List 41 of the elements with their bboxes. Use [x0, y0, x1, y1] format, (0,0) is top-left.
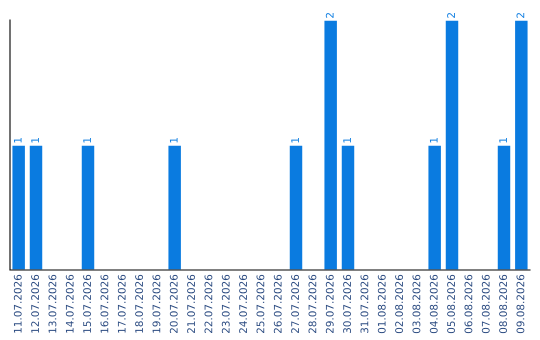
x-tick-label: 05.08.2026 [447, 274, 456, 334]
x-tick-label: 22.07.2026 [204, 274, 212, 334]
x-tick-label: 14.07.2026 [66, 274, 74, 333]
x-tick-label: 02.08.2026 [395, 274, 404, 334]
x-tick-label: 27.07.2026 [291, 274, 300, 334]
x-tick-label: 18.07.2026 [135, 274, 144, 333]
data-label: 1 [291, 138, 299, 142]
data-label: 2 [516, 13, 524, 18]
x-tick-label: 04.08.2026 [430, 274, 438, 334]
x-tick-label: 25.07.2026 [256, 274, 264, 334]
x-tick-label: 17.07.2026 [118, 274, 126, 333]
x-tick-label: 12.07.2026 [31, 274, 40, 333]
x-tick-label: 31.07.2026 [360, 274, 368, 334]
data-label: 2 [447, 13, 455, 18]
x-tick-label: 28.07.2026 [308, 274, 316, 334]
data-label: 1 [31, 138, 39, 142]
x-tick-label: 20.07.2026 [170, 274, 178, 334]
data-label: 2 [326, 13, 334, 18]
data-label: 1 [83, 138, 91, 142]
x-tick-label: 30.07.2026 [343, 274, 352, 334]
x-tick-label: 11.07.2026 [14, 274, 22, 333]
x-tick-label: 07.08.2026 [482, 274, 490, 334]
x-tick-label: 15.07.2026 [83, 274, 92, 333]
x-tick-label: 19.07.2026 [152, 274, 160, 333]
x-tick-label: 03.08.2026 [412, 274, 420, 334]
x-tick-label: 24.07.2026 [239, 274, 248, 334]
x-tick-label: 13.07.2026 [48, 274, 56, 333]
data-label: 1 [430, 138, 438, 142]
data-label: 1 [14, 138, 22, 142]
x-tick-label: 29.07.2026 [326, 274, 334, 334]
x-tick-label: 23.07.2026 [222, 274, 230, 334]
x-tick-label: 26.07.2026 [274, 274, 282, 334]
data-label: 1 [343, 138, 351, 142]
x-tick-label: 08.08.2026 [499, 274, 508, 334]
data-label: 1 [499, 138, 507, 142]
x-tick-label: 09.08.2026 [516, 274, 524, 334]
x-tick-label: 01.08.2026 [378, 274, 386, 334]
data-label: 1 [170, 138, 178, 142]
x-tick-label: 06.08.2026 [464, 274, 472, 334]
x-tick-label: 21.07.2026 [187, 274, 196, 334]
x-tick-label: 16.07.2026 [100, 274, 108, 333]
